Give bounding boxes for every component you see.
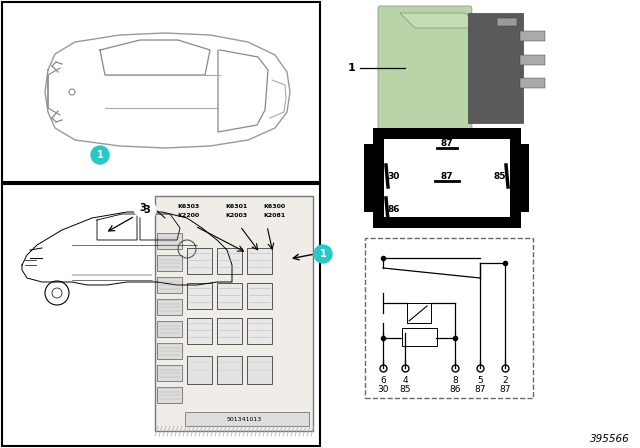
Bar	[157, 277, 182, 293]
Text: 87: 87	[499, 384, 511, 393]
Text: 8: 8	[452, 375, 458, 384]
Bar	[468, 13, 523, 123]
Text: 3: 3	[140, 203, 147, 213]
Bar	[520, 144, 529, 212]
Circle shape	[134, 199, 152, 217]
Bar	[217, 318, 242, 344]
Bar	[402, 328, 437, 346]
Text: K2003: K2003	[225, 213, 247, 218]
Bar	[497, 18, 517, 26]
Text: 87: 87	[474, 384, 486, 393]
Bar	[407, 303, 431, 323]
Bar	[155, 196, 313, 431]
Polygon shape	[400, 13, 485, 28]
Circle shape	[91, 146, 109, 164]
Bar	[157, 365, 182, 381]
Bar	[187, 356, 212, 384]
Text: 30: 30	[377, 384, 388, 393]
Bar	[365, 238, 533, 398]
Text: K6301: K6301	[225, 204, 247, 209]
Text: 5: 5	[477, 375, 483, 384]
Text: 6: 6	[380, 375, 386, 384]
Bar	[185, 412, 309, 426]
Bar	[520, 31, 545, 41]
Text: K6303: K6303	[177, 204, 199, 209]
Text: 87: 87	[441, 138, 453, 147]
FancyBboxPatch shape	[378, 6, 472, 130]
Bar	[2, 2, 320, 182]
Text: 30: 30	[388, 172, 400, 181]
Bar	[364, 144, 374, 212]
Bar	[247, 318, 272, 344]
Text: 87: 87	[441, 172, 453, 181]
Text: 1: 1	[97, 150, 104, 160]
Text: 395566: 395566	[590, 434, 630, 444]
Bar	[520, 78, 545, 88]
Text: 2: 2	[502, 375, 508, 384]
Bar	[157, 343, 182, 359]
Bar	[157, 321, 182, 337]
Text: K6300: K6300	[263, 204, 285, 209]
Text: 86: 86	[388, 204, 400, 214]
Text: 4: 4	[402, 375, 408, 384]
Text: 1: 1	[348, 63, 355, 73]
Bar	[2, 184, 320, 446]
Bar	[187, 248, 212, 274]
Bar	[217, 283, 242, 309]
Bar	[520, 55, 545, 65]
Text: 1: 1	[319, 249, 326, 259]
Circle shape	[314, 245, 332, 263]
Bar	[373, 128, 521, 228]
Circle shape	[138, 201, 156, 219]
Text: 85: 85	[399, 384, 411, 393]
Bar	[247, 283, 272, 309]
Text: 501341013: 501341013	[227, 417, 262, 422]
Bar	[157, 299, 182, 315]
Bar	[157, 233, 182, 249]
Bar	[187, 318, 212, 344]
Text: K2200: K2200	[177, 213, 199, 218]
Bar	[157, 255, 182, 271]
Bar	[187, 283, 212, 309]
Bar	[157, 387, 182, 403]
Text: K2081: K2081	[263, 213, 285, 218]
Bar	[247, 356, 272, 384]
Bar	[247, 248, 272, 274]
Text: 85: 85	[493, 172, 506, 181]
Text: 86: 86	[449, 384, 461, 393]
Bar	[217, 248, 242, 274]
Bar	[384, 139, 510, 217]
Bar	[217, 356, 242, 384]
Text: 3: 3	[143, 205, 150, 215]
